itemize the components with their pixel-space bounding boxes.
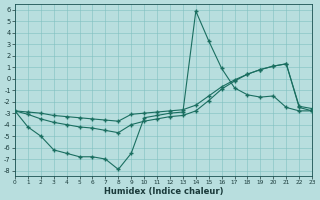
X-axis label: Humidex (Indice chaleur): Humidex (Indice chaleur) <box>104 187 223 196</box>
